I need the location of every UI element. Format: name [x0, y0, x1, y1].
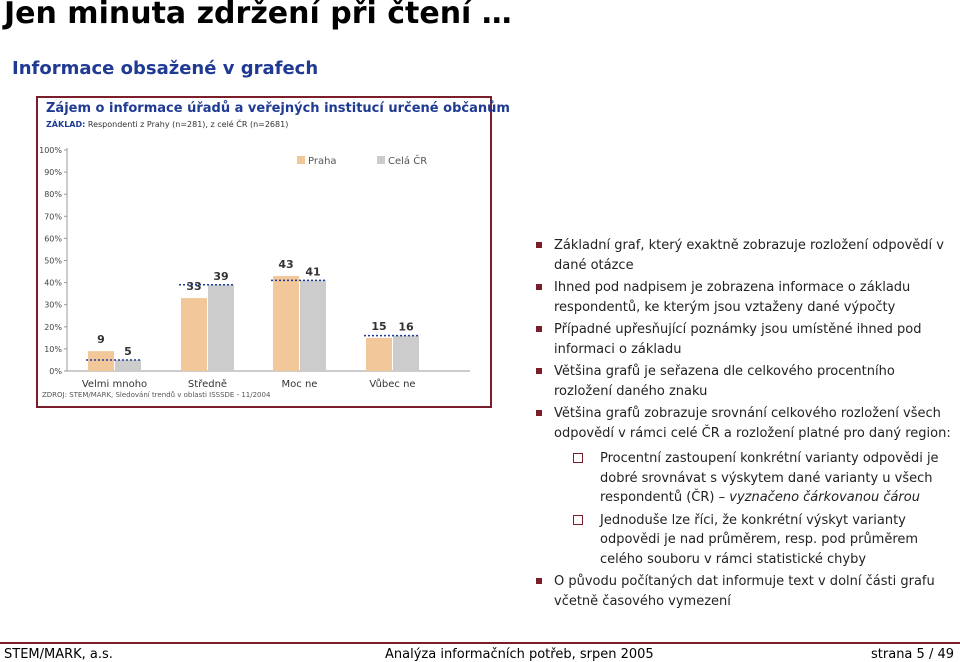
footer-divider — [0, 642, 960, 644]
data-label: 33 — [186, 280, 201, 293]
y-tick-label: 30% — [44, 301, 62, 310]
bar — [88, 351, 114, 371]
y-tick-label: 80% — [44, 190, 62, 199]
data-label: 39 — [213, 270, 228, 283]
data-label: 16 — [398, 321, 414, 334]
data-label: 15 — [371, 320, 386, 333]
legend-label: Praha — [308, 156, 337, 167]
footer-company: STEM/MARK, a.s. — [4, 647, 113, 662]
x-category-label: Moc ne — [282, 379, 318, 390]
chart-base-text: Respondenti z Prahy (n=281), z celé ČR (… — [85, 120, 289, 129]
note-text: Většina grafů zobrazuje srovnání celkové… — [554, 406, 951, 441]
y-tick-label: 90% — [44, 168, 62, 177]
note-item: Ihned pod nadpisem je zobrazena informac… — [536, 278, 951, 317]
data-label: 5 — [124, 345, 132, 358]
bar — [393, 335, 419, 371]
data-label: 9 — [97, 333, 105, 346]
notes-list: Základní graf, který exaktně zobrazuje r… — [536, 236, 951, 614]
y-tick-label: 60% — [44, 234, 62, 243]
data-label: 41 — [305, 265, 320, 278]
chart-source: ZDROJ: STEM/MARK, Sledování trendů v obl… — [42, 391, 271, 399]
note-sublist: Procentní zastoupení konkrétní varianty … — [554, 449, 951, 569]
note-subitem: Jednoduše lze říci, že konkrétní výskyt … — [554, 511, 951, 570]
y-tick-label: 50% — [44, 257, 62, 266]
note-item: Většina grafů je seřazena dle celkového … — [536, 362, 951, 401]
y-tick-label: 20% — [44, 323, 62, 332]
chart-base-note: ZÁKLAD: Respondenti z Prahy (n=281), z c… — [46, 120, 288, 129]
note-subitem-text: Procentní zastoupení konkrétní varianty … — [600, 451, 939, 505]
x-category-label: Vůbec ne — [369, 378, 415, 390]
y-tick-label: 70% — [44, 212, 62, 221]
note-item: Případné upřesňující poznámky jsou umíst… — [536, 320, 951, 359]
note-subitem-emphasis: vyznačeno čárkovanou čárou — [729, 490, 920, 505]
x-category-label: Velmi mnoho — [82, 379, 147, 390]
legend-label: Celá ČR — [388, 154, 427, 167]
legend-swatch — [297, 156, 305, 164]
note-item: Většina grafů zobrazuje srovnání celkové… — [536, 404, 951, 569]
data-label: 43 — [278, 258, 293, 271]
y-tick-label: 100% — [39, 146, 62, 155]
y-tick-label: 40% — [44, 279, 62, 288]
chart-frame — [36, 96, 492, 408]
chart-base-label: ZÁKLAD: — [46, 120, 86, 129]
legend-swatch — [377, 156, 385, 164]
footer-page-number: strana 5 / 49 — [871, 647, 954, 662]
bar — [115, 359, 141, 371]
note-item: O původu počítaných dat informuje text v… — [536, 572, 951, 611]
bar — [181, 298, 207, 371]
footer-report-title: Analýza informačních potřeb, srpen 2005 — [385, 647, 654, 662]
note-subitem: Procentní zastoupení konkrétní varianty … — [554, 449, 951, 508]
x-category-label: Středně — [188, 378, 227, 390]
y-tick-label: 0% — [49, 367, 62, 376]
bar — [300, 280, 326, 371]
bar — [208, 284, 234, 371]
bar — [366, 337, 392, 371]
slide-subtitle: Informace obsažené v grafech — [12, 58, 319, 79]
chart-title: Zájem o informace úřadů a veřejných inst… — [46, 101, 510, 116]
note-item: Základní graf, který exaktně zobrazuje r… — [536, 236, 951, 275]
slide-title: Jen minuta zdržení při čtení … — [4, 0, 512, 31]
y-tick-label: 10% — [44, 345, 62, 354]
bar — [273, 275, 299, 371]
